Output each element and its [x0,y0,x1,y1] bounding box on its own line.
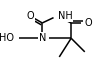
Text: O: O [27,11,34,21]
Text: HO: HO [0,33,14,43]
Text: N: N [39,33,46,43]
Text: NH: NH [58,11,72,21]
Text: O: O [85,18,92,28]
